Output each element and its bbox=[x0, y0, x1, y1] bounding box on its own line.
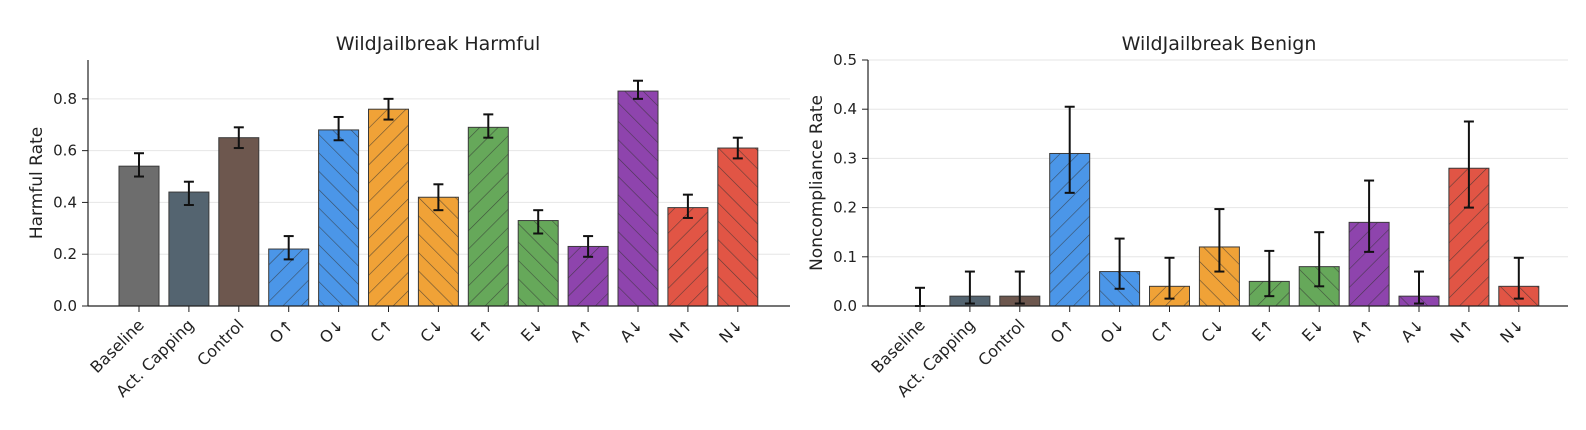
x-tick-label: A↓ bbox=[1397, 315, 1428, 346]
bar-hatch bbox=[667, 207, 708, 306]
y-tick-label: 0.3 bbox=[833, 149, 857, 167]
bar-hatch bbox=[518, 220, 559, 306]
y-tick-label: 0.8 bbox=[53, 90, 77, 108]
y-tick-label: 0.2 bbox=[53, 245, 77, 263]
bar-hatch bbox=[618, 91, 658, 306]
x-tick-label: E↓ bbox=[1298, 315, 1328, 345]
chart-title: WildJailbreak Benign bbox=[1122, 33, 1317, 55]
y-tick-label: 0.5 bbox=[833, 51, 857, 69]
bar bbox=[168, 191, 210, 307]
y-tick-label: 0.4 bbox=[833, 100, 857, 118]
x-tick-label: N↓ bbox=[715, 315, 746, 346]
x-tick-label: E↑ bbox=[467, 315, 497, 345]
x-tick-label: O↑ bbox=[1047, 315, 1079, 347]
bar-hatch bbox=[418, 197, 459, 306]
x-tick-label: C↓ bbox=[1197, 315, 1228, 346]
chart-benign: WildJailbreak Benign Noncompliance Rate … bbox=[807, 33, 1568, 401]
chart-title: WildJailbreak Harmful bbox=[336, 33, 541, 55]
bar-hatch bbox=[318, 129, 359, 306]
bar bbox=[118, 165, 160, 307]
y-tick-label: 0.2 bbox=[833, 199, 857, 217]
x-tick-label: A↑ bbox=[566, 315, 597, 346]
x-tick-label: Control bbox=[974, 315, 1028, 369]
x-tick-label: N↑ bbox=[665, 315, 696, 346]
x-tick-label: Control bbox=[193, 315, 247, 369]
bar bbox=[218, 137, 260, 307]
bar-hatch bbox=[717, 148, 758, 306]
x-tick-label: O↓ bbox=[1097, 315, 1129, 347]
x-tick-label: C↑ bbox=[1148, 315, 1179, 346]
bar-hatch bbox=[468, 127, 509, 306]
x-tick-label: C↑ bbox=[367, 315, 398, 346]
x-tick-label: O↑ bbox=[266, 315, 298, 347]
bar-hatch bbox=[368, 109, 409, 306]
y-tick-label: 0.1 bbox=[833, 248, 857, 266]
x-tick-label: C↓ bbox=[416, 315, 447, 346]
x-tick-label: N↓ bbox=[1496, 315, 1527, 346]
x-tick-label: A↑ bbox=[1347, 315, 1378, 346]
x-tick-label: E↓ bbox=[517, 315, 547, 345]
y-axis-label: Harmful Rate bbox=[27, 127, 47, 239]
y-tick-label: 0.0 bbox=[53, 297, 77, 315]
x-tick-label: N↑ bbox=[1446, 315, 1477, 346]
y-tick-label: 0.0 bbox=[833, 297, 857, 315]
x-tick-label: A↓ bbox=[616, 315, 647, 346]
y-tick-label: 0.6 bbox=[53, 142, 77, 160]
chart-harmful: WildJailbreak Harmful Harmful Rate 0.0 0.… bbox=[27, 33, 790, 401]
x-tick-label: O↓ bbox=[316, 315, 348, 347]
y-axis-label: Noncompliance Rate bbox=[807, 95, 827, 271]
y-tick-label: 0.4 bbox=[53, 193, 77, 211]
x-tick-label: E↑ bbox=[1248, 315, 1278, 345]
